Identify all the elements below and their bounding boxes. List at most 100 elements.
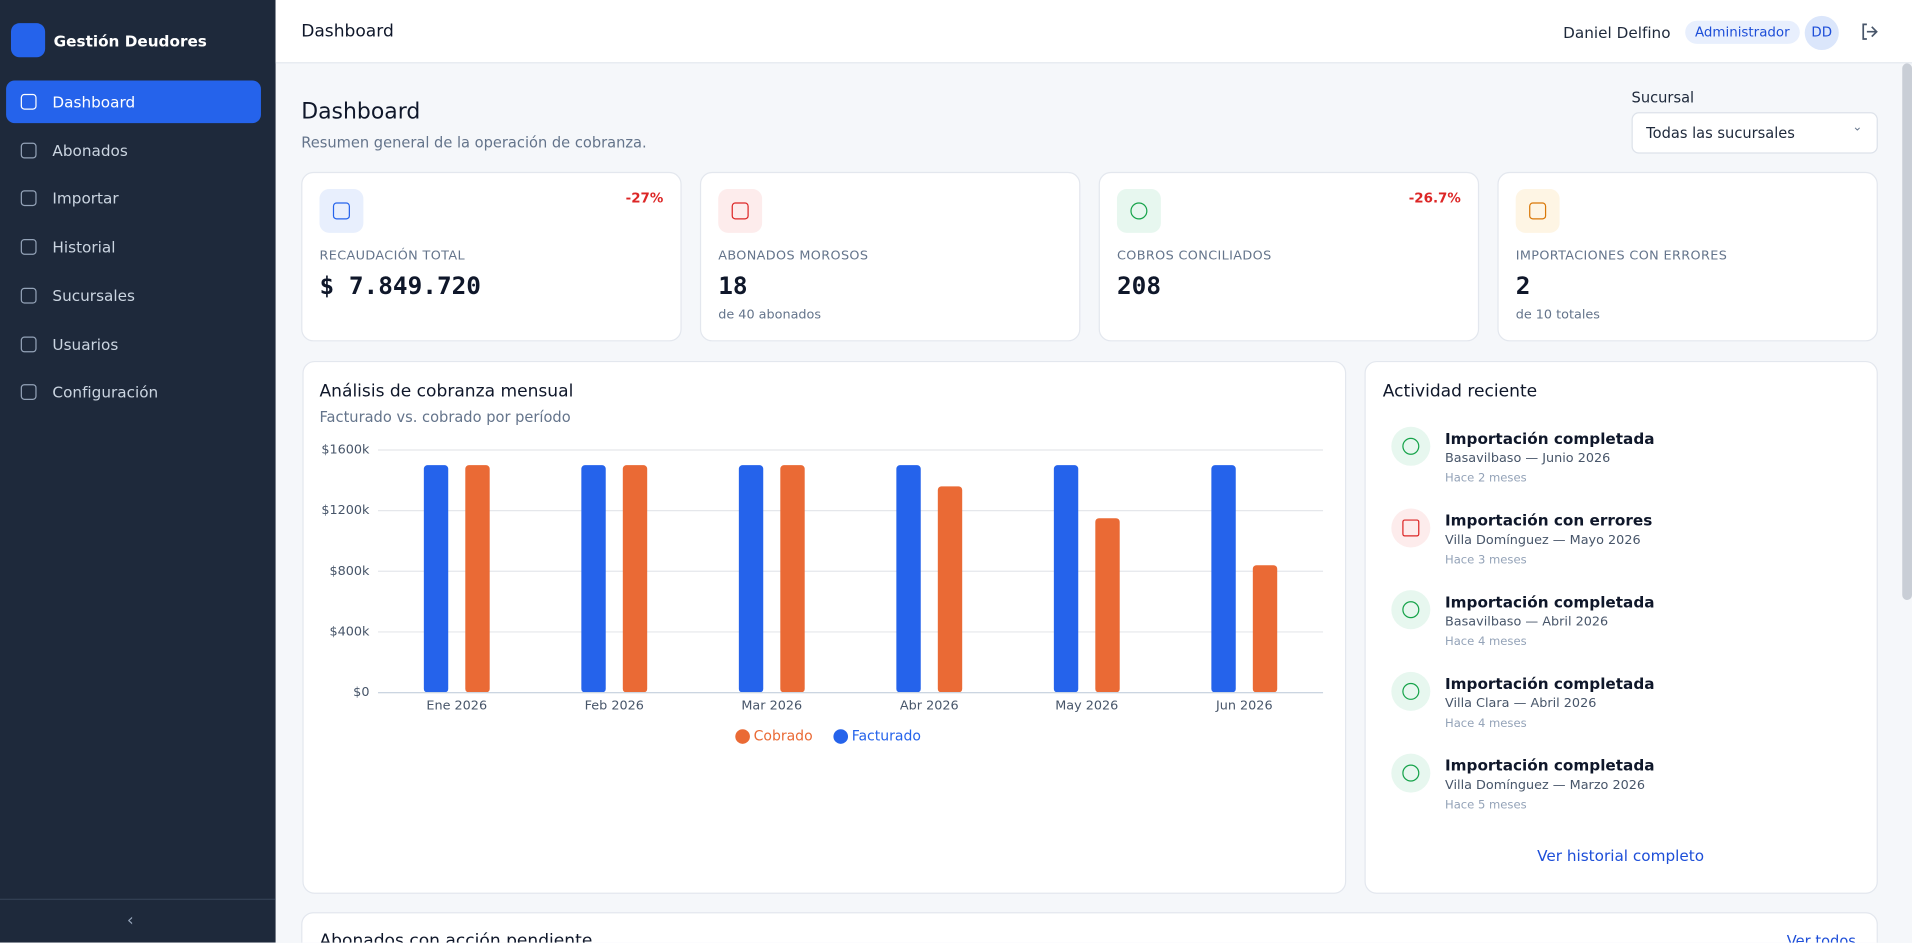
avatar[interactable]: DD [1804, 15, 1839, 50]
nav-icon [20, 93, 37, 110]
y-tick-label: $400k [329, 624, 370, 639]
y-tick-label: $800k [329, 564, 370, 579]
activity-title: Actividad reciente [1382, 381, 1538, 402]
nav-item[interactable]: Historial [52, 237, 116, 257]
bar [937, 486, 963, 693]
brand-icon [10, 23, 46, 58]
kpi-icon [718, 189, 763, 233]
x-tick-label: Jun 2026 [1215, 699, 1273, 714]
kpi-label: IMPORTACIONES CON ERRORES [1515, 248, 1728, 264]
activity-detail: Basavilbaso — Junio 2026 [1444, 451, 1611, 466]
x-tick-label: Feb 2026 [585, 699, 644, 714]
legend-marker [833, 729, 849, 744]
kpi-card [699, 171, 1081, 342]
activity-detail: Villa Domínguez — Mayo 2026 [1444, 532, 1641, 548]
pending-title: Abonados con acción pendiente [319, 931, 593, 943]
nav-item[interactable]: Configuración [52, 383, 159, 402]
nav-item[interactable]: Usuarios [52, 334, 119, 354]
nav-icon [20, 384, 37, 401]
legend-label: Cobrado [754, 729, 813, 745]
activity-title: Importación completada [1444, 592, 1655, 611]
activity-time: Hace 3 meses [1444, 553, 1527, 568]
x-tick-label: May 2026 [1055, 699, 1118, 714]
pending-link[interactable]: Ver todos [1786, 932, 1856, 943]
kpi-change: -27% [625, 190, 664, 207]
pending-card [301, 912, 1878, 943]
x-tick-label: Mar 2026 [741, 699, 802, 714]
activity-title: Importación completada [1444, 429, 1655, 448]
activity-icon-glyph [1402, 437, 1420, 455]
nav-item[interactable]: Sucursales [52, 286, 135, 305]
bar [581, 465, 606, 693]
bar [622, 465, 648, 693]
bar [738, 465, 764, 693]
nav-icon [20, 142, 37, 159]
filter-label: Sucursal [1631, 89, 1695, 107]
activity-detail: Villa Clara — Abril 2026 [1444, 696, 1597, 711]
header [275, 0, 1912, 64]
nav-item[interactable]: Dashboard [52, 92, 136, 111]
bar [896, 465, 921, 693]
x-tick-label: Ene 2026 [426, 699, 487, 714]
activity-time: Hace 4 meses [1444, 635, 1527, 649]
kpi-label: COBROS CONCILIADOS [1116, 248, 1272, 264]
x-tick-label: Abr 2026 [900, 699, 959, 714]
activity-title: Importación completada [1444, 756, 1655, 775]
bar [1095, 518, 1120, 693]
activity-link[interactable]: Ver historial completo [1537, 846, 1705, 865]
activity-icon-glyph [1402, 682, 1420, 700]
role-badge: Administrador [1685, 20, 1800, 44]
kpi-icon-glyph [1529, 202, 1547, 220]
kpi-card [1098, 171, 1480, 342]
kpi-value: 208 [1116, 270, 1162, 300]
filter-select[interactable] [1631, 112, 1878, 154]
activity-icon-glyph [1402, 519, 1420, 537]
kpi-label: RECAUDACIÓN TOTAL [319, 248, 465, 264]
nav-item[interactable]: Importar [52, 189, 119, 208]
kpi-value: 18 [718, 270, 748, 300]
header-title: Dashboard [301, 21, 394, 42]
kpi-label: ABONADOS MOROSOS [718, 248, 869, 264]
activity-time: Hace 4 meses [1444, 717, 1527, 731]
kpi-card [301, 171, 682, 342]
bar [1053, 465, 1079, 693]
activity-time: Hace 2 meses [1444, 471, 1527, 486]
kpi-icon-glyph [731, 202, 749, 220]
activity-icon-glyph [1402, 601, 1420, 619]
activity-title: Importación completada [1444, 674, 1655, 693]
user-name: Daniel Delfino [1563, 23, 1671, 42]
chart-subtitle: Facturado vs. cobrado por período [319, 408, 571, 426]
kpi-icon [1515, 189, 1560, 233]
page-subtitle: Resumen general de la operación de cobra… [301, 134, 647, 152]
bar [423, 465, 449, 693]
activity-icon [1391, 426, 1431, 466]
sidebar [0, 0, 276, 943]
filter-value: Todas las sucursales [1646, 124, 1795, 142]
kpi-icon-glyph [332, 202, 350, 220]
activity-icon [1391, 590, 1431, 630]
kpi-note: de 40 abonados [718, 307, 822, 322]
nav-icon [20, 190, 37, 207]
chart-title: Análisis de cobranza mensual [319, 381, 574, 402]
scrollbar [1902, 63, 1912, 600]
bar [465, 465, 490, 693]
y-tick-label: $1200k [321, 503, 370, 518]
activity-detail: Basavilbaso — Abril 2026 [1444, 614, 1609, 630]
nav-icon [20, 335, 37, 352]
collapse-button[interactable]: ‹ [126, 910, 134, 931]
nav-active [6, 80, 261, 124]
logout-icon[interactable] [1860, 22, 1880, 42]
kpi-card [1497, 171, 1878, 342]
nav-item[interactable]: Abonados [52, 141, 128, 160]
sidebar-divider [0, 898, 276, 900]
bar [780, 465, 805, 693]
bar [1211, 465, 1236, 693]
activity-time: Hace 5 meses [1444, 798, 1527, 813]
nav-icon [20, 287, 37, 304]
brand: Gestión Deudores [53, 31, 207, 50]
kpi-change: -26.7% [1408, 190, 1461, 207]
activity-icon-glyph [1402, 764, 1420, 782]
